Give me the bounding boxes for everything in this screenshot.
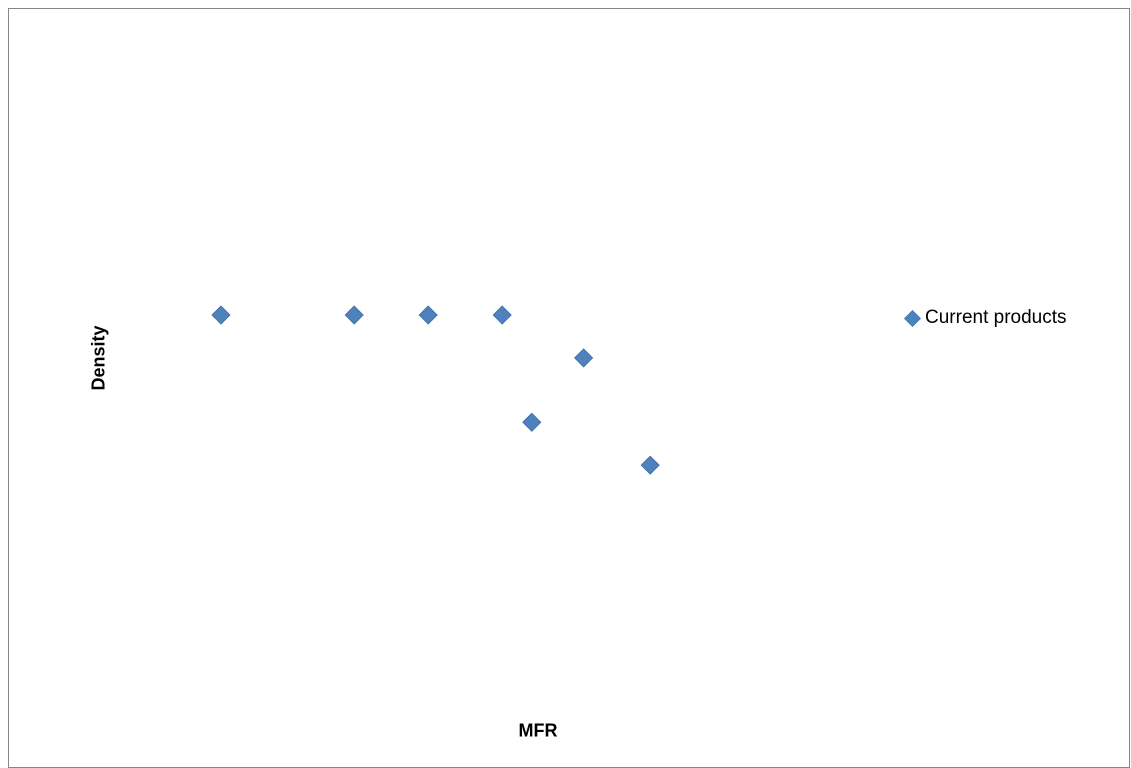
x-axis-title: MFR xyxy=(518,720,558,741)
data-point-diamond xyxy=(492,305,512,325)
y-axis-title: Density xyxy=(88,325,109,391)
chart-area xyxy=(8,8,1130,768)
data-point-diamond xyxy=(344,305,364,325)
legend-label: Current products xyxy=(925,307,1067,328)
data-point-diamond xyxy=(522,412,542,432)
legend-diamond-marker-icon xyxy=(904,310,921,326)
legend: Current products xyxy=(903,305,1067,331)
data-point-diamond xyxy=(640,455,660,475)
data-point-diamond xyxy=(211,305,231,325)
data-point-diamond xyxy=(574,348,594,368)
data-point-diamond xyxy=(418,305,438,325)
